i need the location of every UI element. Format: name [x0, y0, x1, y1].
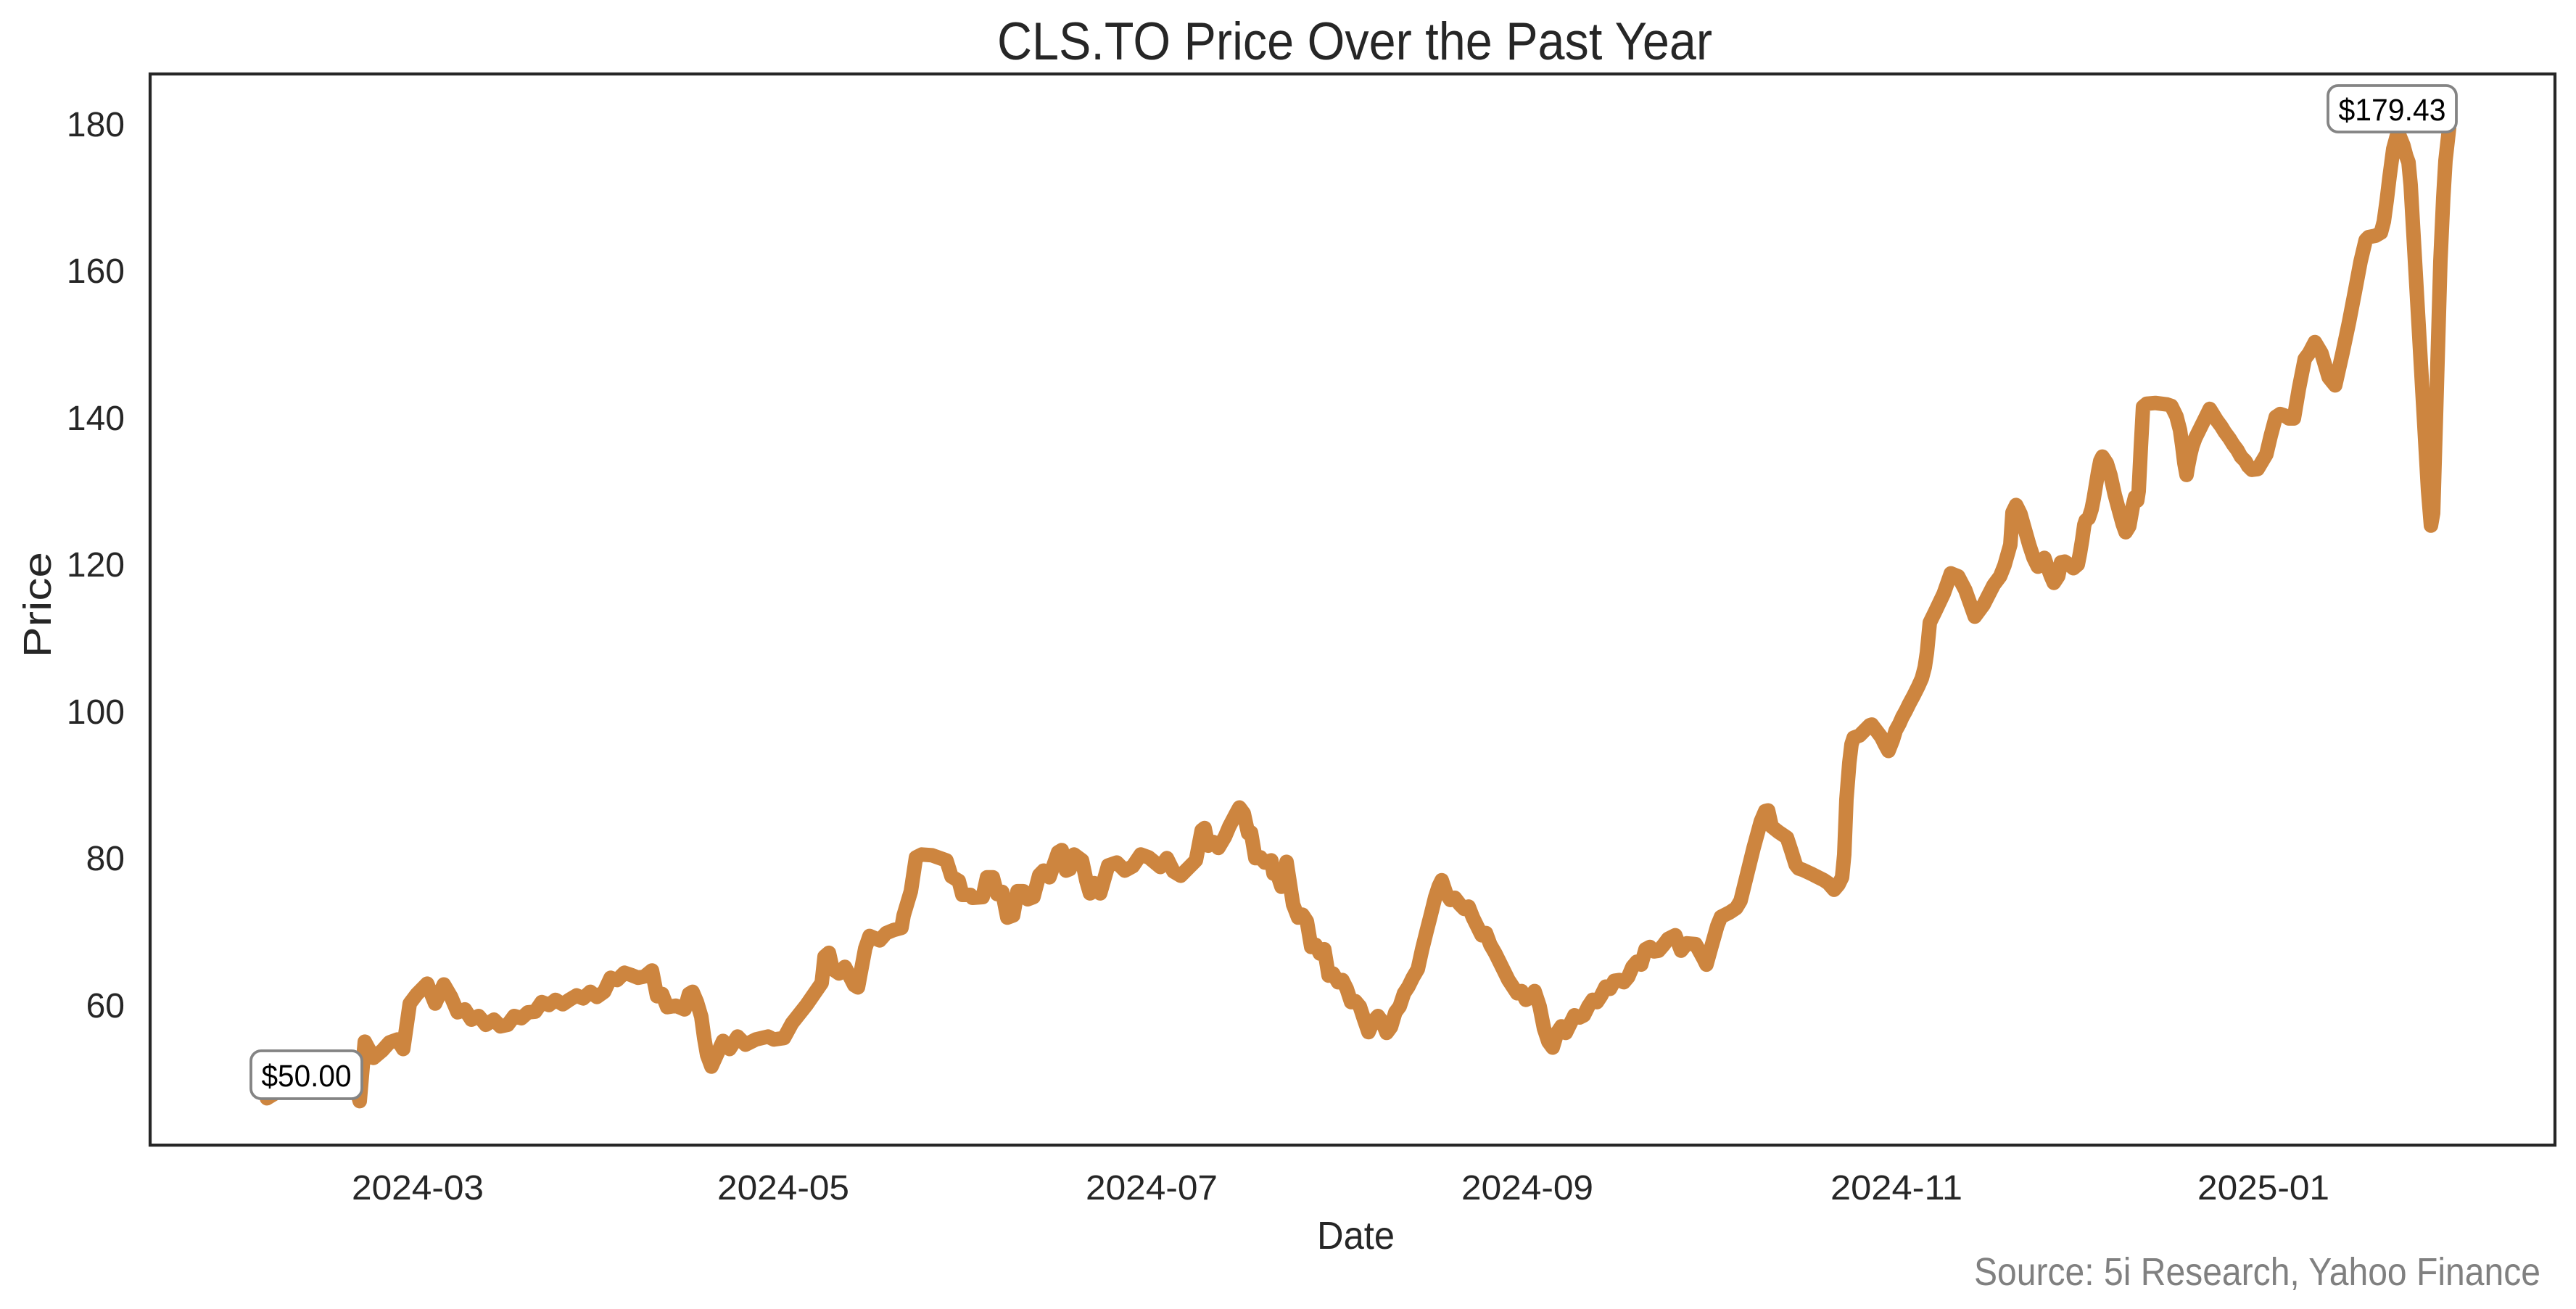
svg-text:140: 140	[67, 400, 125, 438]
svg-text:Date: Date	[1317, 1214, 1395, 1258]
svg-text:180: 180	[67, 106, 125, 144]
svg-text:2024-05: 2024-05	[717, 1169, 849, 1207]
svg-text:2024-09: 2024-09	[1461, 1169, 1593, 1207]
svg-text:CLS.TO Price Over the Past Yea: CLS.TO Price Over the Past Year	[997, 12, 1712, 71]
svg-text:$179.43: $179.43	[2339, 93, 2446, 128]
svg-text:2024-03: 2024-03	[352, 1169, 484, 1207]
svg-text:60: 60	[86, 987, 125, 1025]
svg-text:2025-01: 2025-01	[2197, 1169, 2329, 1207]
svg-text:100: 100	[67, 693, 125, 732]
svg-text:2024-07: 2024-07	[1086, 1169, 1218, 1207]
svg-text:$50.00: $50.00	[262, 1059, 352, 1094]
svg-text:Price: Price	[16, 552, 59, 658]
svg-text:120: 120	[67, 546, 125, 585]
svg-text:80: 80	[86, 840, 125, 878]
svg-text:2024-11: 2024-11	[1830, 1169, 1962, 1207]
svg-text:160: 160	[67, 252, 125, 291]
svg-text:Source: 5i Research, Yahoo Fin: Source: 5i Research, Yahoo Finance	[1974, 1250, 2540, 1294]
